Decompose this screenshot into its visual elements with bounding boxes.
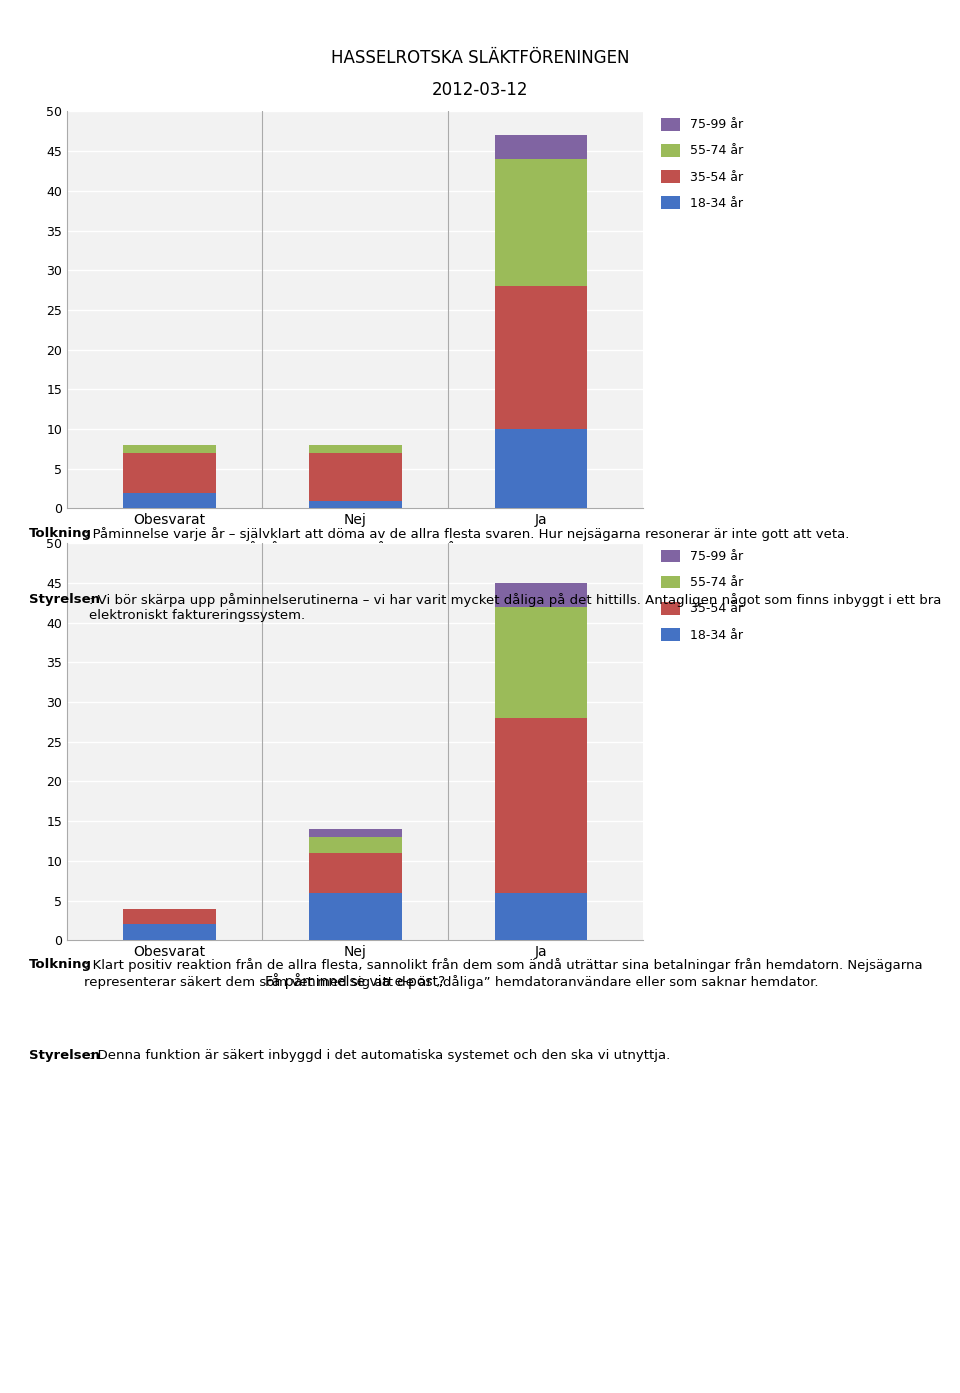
Bar — [123, 925, 216, 940]
Bar — [494, 893, 588, 940]
Bar — [494, 717, 588, 893]
Text: Styrelsen: Styrelsen — [29, 1049, 100, 1061]
Text: Tolkning: Tolkning — [29, 958, 92, 971]
X-axis label: Få påminnelse en gång varje år?: Få påminnelse en gång varje år? — [242, 542, 468, 557]
Bar — [123, 908, 216, 925]
Legend: 75-99 år, 55-74 år, 35-54 år, 18-34 år: 75-99 år, 55-74 år, 35-54 år, 18-34 år — [661, 549, 743, 642]
Text: : Klart positiv reaktion från de allra flesta, sannolikt från dem som ändå uträt: : Klart positiv reaktion från de allra f… — [84, 958, 924, 989]
Legend: 75-99 år, 55-74 år, 35-54 år, 18-34 år: 75-99 år, 55-74 år, 35-54 år, 18-34 år — [661, 117, 743, 210]
Bar — [309, 853, 401, 893]
Text: HASSELROTSKA SLÄKTFÖRENINGEN: HASSELROTSKA SLÄKTFÖRENINGEN — [331, 49, 629, 67]
Bar — [309, 500, 401, 508]
Text: Styrelsen: Styrelsen — [29, 593, 100, 606]
Bar — [309, 837, 401, 853]
Text: : Vi bör skärpa upp påminnelserutinerna – vi har varit mycket dåliga på det hitt: : Vi bör skärpa upp påminnelserutinerna … — [89, 593, 942, 623]
Bar — [494, 159, 588, 286]
Bar — [494, 286, 588, 429]
Bar — [309, 829, 401, 837]
Bar — [494, 429, 588, 508]
X-axis label: Få påminnelse via e-post?: Få påminnelse via e-post? — [265, 974, 445, 989]
Text: : Denna funktion är säkert inbyggd i det automatiska systemet och den ska vi utn: : Denna funktion är säkert inbyggd i det… — [89, 1049, 670, 1061]
Bar — [494, 582, 588, 607]
Text: Tolkning: Tolkning — [29, 527, 92, 539]
Bar — [123, 493, 216, 508]
Bar — [309, 453, 401, 500]
Bar — [123, 444, 216, 453]
Bar — [123, 453, 216, 493]
Text: 2012-03-12: 2012-03-12 — [432, 81, 528, 99]
Bar — [309, 444, 401, 453]
Bar — [494, 135, 588, 159]
Bar — [309, 893, 401, 940]
Text: : Påminnelse varje år – självklart att döma av de allra flesta svaren. Hur nejsä: : Påminnelse varje år – självklart att d… — [84, 527, 850, 540]
Bar — [494, 607, 588, 717]
